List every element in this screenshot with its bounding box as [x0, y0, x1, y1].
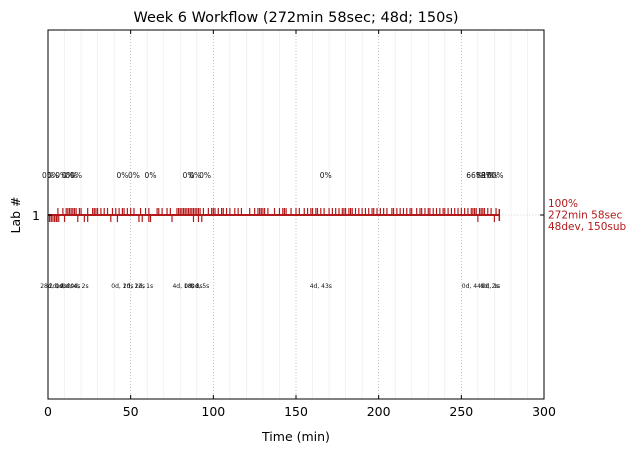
x-tick-label: 150: [284, 404, 308, 419]
x-tick-label: 0: [44, 404, 52, 419]
duration-label: 2d, 0s: [49, 283, 67, 290]
duration-label: 28d, 1s: [40, 283, 62, 290]
percent-label: 0%: [183, 171, 195, 180]
x-tick-label: 100: [201, 404, 225, 419]
series-lab-1: [47, 208, 544, 222]
percent-label: 88%: [476, 171, 493, 180]
chart-title: Week 6 Workflow (272min 58sec; 48d; 150s…: [133, 10, 458, 26]
duration-label: 4d, 43s: [310, 283, 332, 290]
y-tick-label: 1: [32, 208, 40, 223]
percent-label: 0%: [62, 171, 74, 180]
duration-label: 0d, 0s: [55, 283, 73, 290]
duration-label: 0d, 44s: [462, 283, 484, 290]
x-tick-label: 50: [123, 404, 139, 419]
duration-label: 0d, 2s: [480, 283, 498, 290]
duration-label: 0d, 8s: [184, 283, 202, 290]
duration-label: 2d, 12s: [123, 283, 145, 290]
x-axis-ticks: 0 50 100 150 200 250 300: [44, 30, 556, 419]
duration-label: 4d, 18s: [172, 283, 194, 290]
y-axis-label: Lab #: [8, 196, 23, 233]
percent-label: 97%: [481, 171, 498, 180]
percent-label: 100%: [482, 171, 503, 180]
percent-label: 0%: [128, 171, 140, 180]
x-axis-label: Time (min): [261, 429, 330, 444]
percent-label: 0%: [47, 171, 59, 180]
duration-label: 0d, 4s: [62, 283, 80, 290]
series-summary-line: 100%: [548, 198, 578, 210]
percent-label: 66%: [466, 171, 483, 180]
x-tick-label: 200: [367, 404, 391, 419]
percent-label: 0%: [70, 171, 82, 180]
y-axis-ticks: 1: [32, 208, 544, 223]
percent-label: 0%: [199, 171, 211, 180]
percent-label: 0%: [55, 171, 67, 180]
annotation-labels: 0%0%0%0%0%0% 0% 0% 0% 0%0%0% 0% 66%88%97%100%2…: [40, 171, 503, 290]
duration-label: 2d, 1s: [135, 283, 153, 290]
series-summary-line: 272min 58sec: [548, 210, 622, 222]
duration-label: 0d, 10s: [111, 283, 133, 290]
percent-label: 0%: [320, 171, 332, 180]
duration-label: 0d, 5s: [191, 283, 209, 290]
percent-label: 0%: [189, 171, 201, 180]
percent-label: 0%: [65, 171, 77, 180]
x-tick-label: 300: [532, 404, 556, 419]
series-summary-line: 48dev, 150sub: [548, 221, 627, 233]
percent-label: 0%: [116, 171, 128, 180]
duration-label: 0d, 2s: [70, 283, 88, 290]
duration-label: 0d, 1s: [482, 283, 500, 290]
percent-label: 0%: [145, 171, 157, 180]
x-tick-label: 250: [449, 404, 473, 419]
